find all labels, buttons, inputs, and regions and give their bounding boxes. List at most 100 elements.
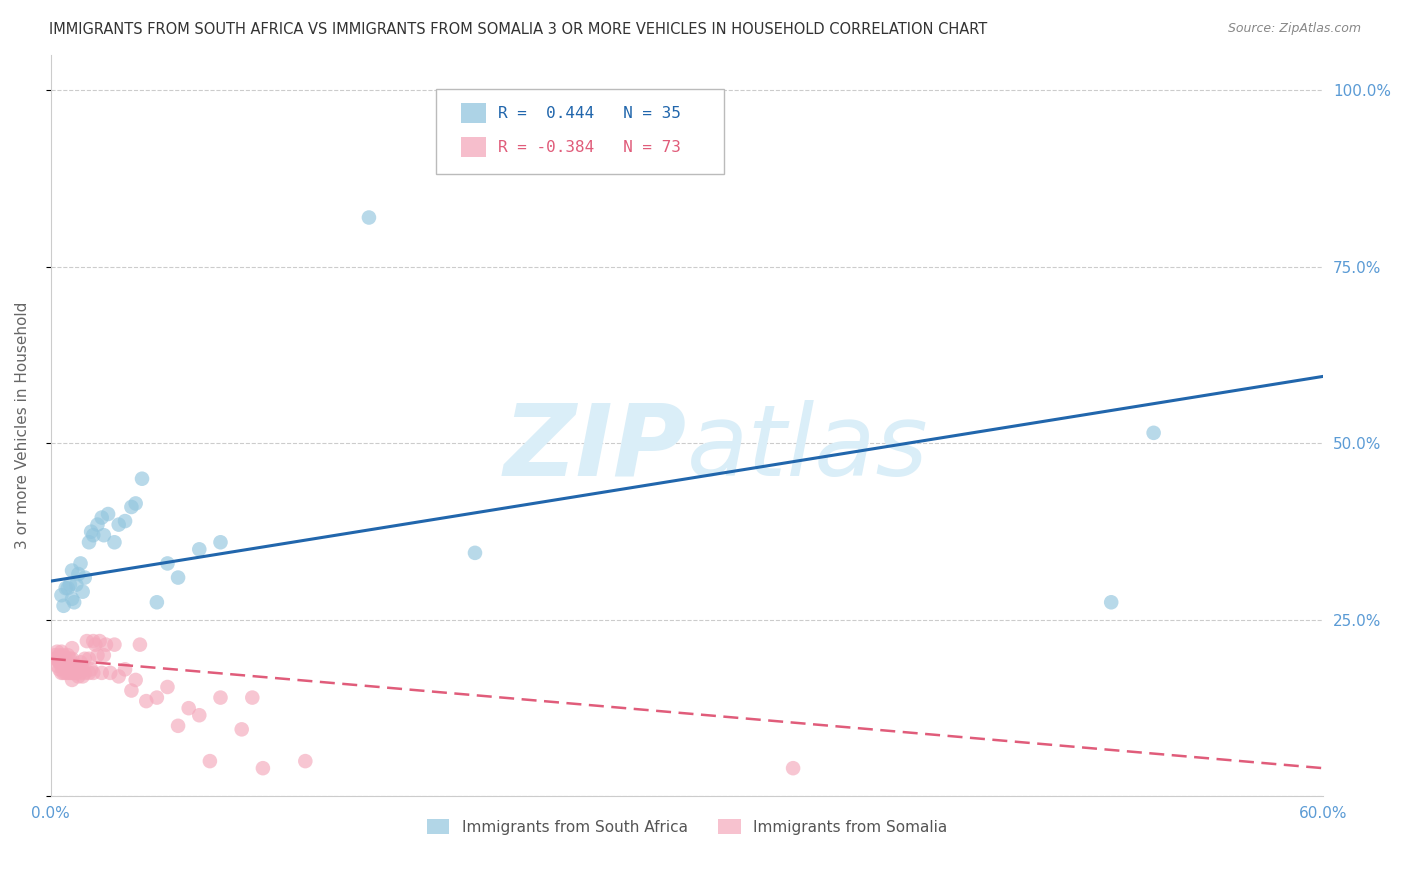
Point <box>52 658 75 673</box>
Point <box>167 570 190 584</box>
Point <box>60 658 83 673</box>
Point <box>1099 595 1122 609</box>
Point <box>90 510 112 524</box>
Point <box>1142 425 1164 440</box>
Text: atlas: atlas <box>688 400 929 497</box>
Point <box>114 662 136 676</box>
Point <box>93 528 115 542</box>
Point <box>56 648 79 663</box>
Text: Source: ZipAtlas.com: Source: ZipAtlas.com <box>1227 22 1361 36</box>
Point <box>103 638 125 652</box>
Text: ZIP: ZIP <box>505 400 688 497</box>
Point <box>82 528 104 542</box>
Point <box>48 648 70 663</box>
Point <box>120 500 142 514</box>
Point <box>63 665 86 680</box>
Point <box>124 496 146 510</box>
Point <box>60 665 83 680</box>
Point <box>76 634 98 648</box>
Point <box>114 514 136 528</box>
Legend: Immigrants from South Africa, Immigrants from Somalia: Immigrants from South Africa, Immigrants… <box>420 813 953 840</box>
Point <box>240 690 263 705</box>
Point <box>77 652 100 666</box>
Point <box>188 542 211 557</box>
Point <box>209 535 232 549</box>
Point <box>124 673 146 687</box>
Point <box>59 665 82 680</box>
Point <box>188 708 211 723</box>
Point <box>56 658 79 673</box>
Point <box>72 584 94 599</box>
Point <box>129 638 152 652</box>
Point <box>65 577 87 591</box>
Point <box>73 652 96 666</box>
Point <box>156 680 179 694</box>
Point <box>60 564 83 578</box>
Point <box>67 658 90 673</box>
Point <box>55 665 77 680</box>
Point <box>56 665 79 680</box>
Point <box>464 546 486 560</box>
Point <box>55 581 77 595</box>
Point <box>56 581 79 595</box>
Point <box>46 658 69 673</box>
Point <box>73 665 96 680</box>
Point <box>52 599 75 613</box>
Point <box>65 658 87 673</box>
Point <box>131 472 153 486</box>
Point <box>89 634 111 648</box>
Point <box>84 638 107 652</box>
Point <box>51 658 73 673</box>
Point <box>60 673 83 687</box>
Point <box>135 694 157 708</box>
Point <box>63 658 86 673</box>
Point <box>59 577 82 591</box>
Point <box>93 648 115 663</box>
Text: IMMIGRANTS FROM SOUTH AFRICA VS IMMIGRANTS FROM SOMALIA 3 OR MORE VEHICLES IN HO: IMMIGRANTS FROM SOUTH AFRICA VS IMMIGRAN… <box>49 22 987 37</box>
Point <box>46 645 69 659</box>
Point <box>103 535 125 549</box>
Point <box>80 662 103 676</box>
Point <box>82 634 104 648</box>
Point <box>177 701 200 715</box>
Point <box>65 665 87 680</box>
Point <box>63 595 86 609</box>
Point <box>51 665 73 680</box>
Y-axis label: 3 or more Vehicles in Household: 3 or more Vehicles in Household <box>15 302 30 549</box>
Point <box>82 665 104 680</box>
Point <box>67 567 90 582</box>
Point <box>77 665 100 680</box>
Point <box>60 652 83 666</box>
Point <box>86 517 108 532</box>
Point <box>52 648 75 663</box>
Point <box>252 761 274 775</box>
Point <box>59 658 82 673</box>
Point <box>156 557 179 571</box>
Point <box>60 641 83 656</box>
Text: R = -0.384   N = 73: R = -0.384 N = 73 <box>498 140 681 154</box>
Point <box>107 517 129 532</box>
Point <box>98 665 121 680</box>
Point <box>60 591 83 606</box>
Point <box>97 507 120 521</box>
Point <box>294 754 316 768</box>
Point <box>782 761 804 775</box>
Point <box>146 595 169 609</box>
Point <box>167 719 190 733</box>
Point <box>52 665 75 680</box>
Point <box>55 658 77 673</box>
Point <box>80 524 103 539</box>
Point <box>69 655 91 669</box>
Point <box>72 669 94 683</box>
Point <box>73 570 96 584</box>
Point <box>198 754 221 768</box>
Point <box>59 652 82 666</box>
Point <box>51 645 73 659</box>
Point <box>146 690 169 705</box>
Point <box>51 655 73 669</box>
Point <box>55 652 77 666</box>
Point <box>90 665 112 680</box>
Point <box>357 211 380 225</box>
Point <box>231 723 253 737</box>
Point <box>46 652 69 666</box>
